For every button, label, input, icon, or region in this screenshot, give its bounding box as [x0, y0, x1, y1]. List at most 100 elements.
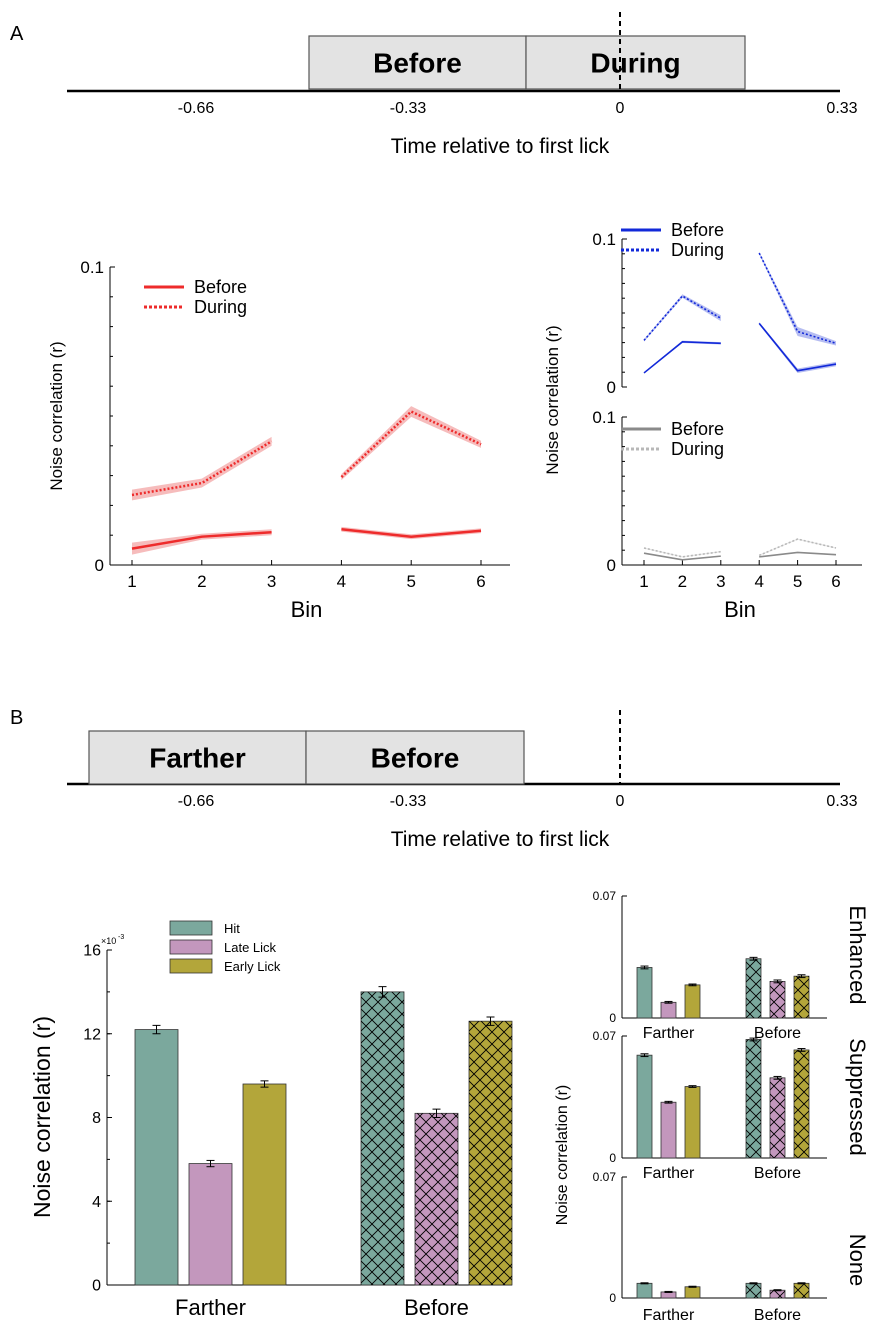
- bar-hatch: [469, 1021, 512, 1285]
- series-line-during: [758, 538, 837, 557]
- panel-side-label: None: [845, 1234, 870, 1287]
- series-line-during: [131, 440, 273, 497]
- chart-b-none: 0 0.07 Farther Before None: [593, 1170, 870, 1324]
- bar-late-lick: [660, 1101, 677, 1159]
- timeline-tick-label: 0.33: [826, 100, 857, 117]
- panel-side-label: Enhanced: [845, 905, 870, 1004]
- bar-hit: [134, 1029, 179, 1286]
- legend-label: During: [671, 439, 724, 459]
- series-line-during: [340, 410, 482, 479]
- bar-hit: [636, 1282, 653, 1299]
- window-box: [305, 730, 525, 785]
- legend-label: Before: [194, 277, 247, 297]
- y-scale-factor: ×10: [101, 936, 116, 946]
- window-box-label: Farther: [149, 743, 246, 774]
- sem-band: [644, 294, 721, 342]
- series-line-during: [643, 547, 721, 558]
- y-tick-label: 0.1: [592, 230, 616, 249]
- y-tick-label: 0.1: [80, 258, 104, 277]
- category-label: Farther: [175, 1295, 246, 1320]
- category-label: Before: [754, 1025, 801, 1042]
- window-box-label: During: [590, 48, 680, 79]
- sem-band: [341, 406, 481, 481]
- x-tick-label: 6: [831, 572, 840, 591]
- bar-early-lick: [684, 1086, 701, 1159]
- window-box-label: Before: [373, 48, 462, 79]
- x-tick-label: 4: [337, 572, 346, 591]
- y-tick-label: 0: [609, 1291, 616, 1305]
- y-tick-label: 0: [95, 556, 104, 575]
- timeline-a: -0.66 -0.33 0 0.33 Before During Time relative…: [67, 12, 858, 158]
- y-tick-label: 0: [607, 556, 616, 575]
- timeline-tick-label: -0.33: [390, 793, 427, 810]
- bar-hit: [636, 1054, 653, 1159]
- y-tick-label: 16: [83, 943, 101, 960]
- category-label: Before: [754, 1307, 801, 1324]
- chart-b-enhanced: 0 0.07 Farther Before Enhanced: [593, 889, 870, 1042]
- sem-band: [759, 251, 836, 346]
- category-label: Farther: [643, 1165, 695, 1182]
- timeline-b: -0.66 -0.33 0 0.33 Farther Before Time relativ…: [67, 710, 858, 851]
- series-line-before: [643, 341, 721, 374]
- bar-hatch: [794, 1283, 809, 1298]
- y-scale-exponent: -3: [118, 934, 124, 941]
- legend-swatch: [169, 939, 213, 955]
- window-box: [88, 730, 307, 785]
- bar-hit: [636, 967, 653, 1019]
- y-tick-label: 8: [92, 1110, 101, 1127]
- x-tick-label: 5: [793, 572, 802, 591]
- timeline-xlabel: Time relative to first lick: [391, 828, 610, 851]
- series-line-before: [643, 552, 721, 561]
- category-label: Before: [754, 1165, 801, 1182]
- y-tick-label: 0.07: [593, 1170, 617, 1184]
- series-line-before: [341, 527, 482, 538]
- sem-band: [132, 436, 272, 501]
- timeline-xlabel: Time relative to first lick: [391, 135, 610, 158]
- panel-label-a: A: [10, 23, 24, 45]
- category-label: Farther: [643, 1307, 695, 1324]
- bar-early-lick: [242, 1083, 287, 1286]
- y-tick-label: 0.07: [593, 889, 617, 903]
- sem-band: [341, 526, 481, 540]
- bar-late-lick: [188, 1163, 233, 1286]
- x-axis-label: Bin: [724, 597, 756, 622]
- bar-hatch: [746, 1283, 761, 1298]
- x-tick-label: 4: [754, 572, 763, 591]
- legend-label: During: [671, 240, 724, 260]
- window-box: [525, 35, 746, 90]
- y-tick-label: 0: [609, 1151, 616, 1165]
- bar-hatch: [415, 1113, 458, 1285]
- ylabel-a-small: Noise correlation (r): [543, 325, 562, 474]
- timeline-tick-label: -0.66: [178, 793, 215, 810]
- legend-label: Hit: [224, 921, 240, 936]
- bar-early-lick: [684, 984, 701, 1019]
- x-tick-label: 1: [639, 572, 648, 591]
- category-label: Before: [404, 1295, 469, 1320]
- legend-label: Late Lick: [224, 940, 277, 955]
- chart-b-main: 0 4 8 12 16 Farther Before Noise correlation (r…: [29, 920, 513, 1320]
- series-line-during: [643, 294, 722, 341]
- legend-label: Early Lick: [224, 959, 281, 974]
- timeline-tick-label: 0: [616, 793, 625, 810]
- x-tick-label: 3: [267, 572, 276, 591]
- sem-band: [644, 340, 721, 374]
- x-tick-label: 1: [127, 572, 136, 591]
- bar-hatch: [794, 1049, 809, 1158]
- y-axis-label: Noise correlation (r): [29, 1016, 55, 1218]
- y-tick-label: 0: [607, 378, 616, 397]
- legend-label: Before: [671, 220, 724, 240]
- series-line-before: [131, 530, 272, 550]
- bar-hatch: [770, 981, 785, 1018]
- x-tick-label: 2: [678, 572, 687, 591]
- y-tick-label: 0: [92, 1278, 101, 1295]
- x-tick-label: 2: [197, 572, 206, 591]
- legend-swatch: [169, 920, 213, 936]
- y-tick-label: 0: [609, 1011, 616, 1025]
- bar-hatch: [770, 1077, 785, 1158]
- panel-side-label: Suppressed: [845, 1038, 870, 1155]
- window-box-label: Before: [371, 743, 460, 774]
- series-line-during: [758, 252, 837, 345]
- y-axis-label: Noise correlation (r): [554, 1085, 571, 1225]
